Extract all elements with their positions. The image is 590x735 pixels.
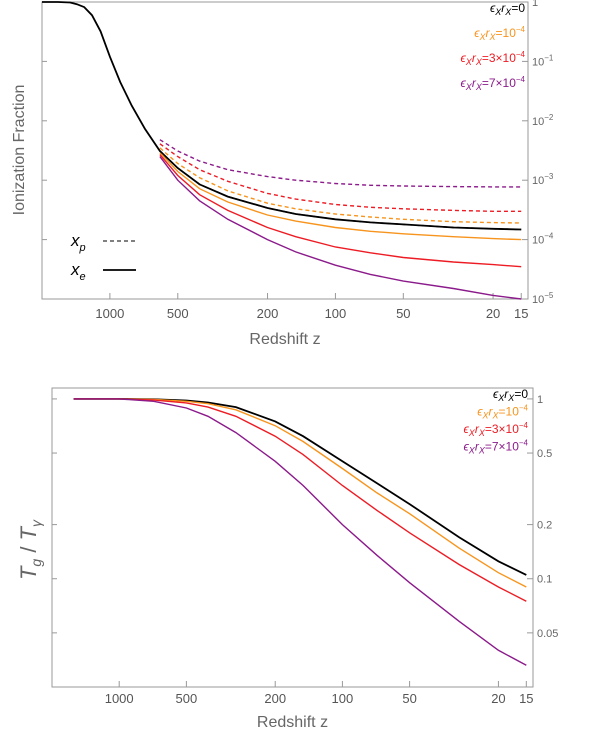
x-tick-label: 200 (257, 306, 279, 321)
y-tick-label: 0.05 (537, 628, 558, 640)
legend-entry: ϵXrX=3×10−4 (464, 421, 529, 438)
series-line-3 (73, 398, 527, 602)
legend-entry: ϵXrX=0 (493, 387, 528, 403)
x-tick-label: 15 (519, 691, 533, 706)
series-line-6 (159, 147, 522, 224)
x-tick-label: 1000 (105, 691, 134, 706)
legend-entry: ϵXrX=3×10−4 (461, 50, 526, 67)
plot-frame (51, 387, 534, 688)
y-tick-label: 0.1 (537, 574, 552, 586)
legend-entry: ϵXrX=7×10−4 (464, 439, 529, 456)
x-axis-label: Redshift z (249, 331, 320, 348)
x-tick-label: 500 (167, 306, 189, 321)
y-tick-label: 0.5 (537, 448, 552, 460)
series-line-7 (159, 143, 522, 212)
y-tick-label: 10−2 (532, 113, 554, 128)
series-line-5 (159, 150, 522, 231)
y-axis-label: Ionization Fraction (11, 85, 28, 216)
chart-2: 1000 500 200 100 50 20 1510.50.20.10.05ϵXrX=0ϵ… (16, 387, 558, 731)
plot-frame (41, 1, 529, 300)
x-tick-label: 50 (402, 691, 416, 706)
x-tick-label: 20 (486, 306, 500, 321)
x-tick-label: 100 (325, 306, 347, 321)
x-tick-label: 15 (514, 306, 528, 321)
y-tick-label: 10−1 (532, 53, 554, 68)
x-tick-label: 100 (332, 691, 354, 706)
series-line-3 (159, 154, 522, 268)
y-tick-label: 10−5 (532, 291, 554, 306)
series-line-1 (73, 398, 527, 576)
series-line-8 (159, 139, 522, 188)
x-axis-label: Redshift z (257, 714, 328, 731)
y-tick-label: 10−4 (532, 232, 554, 247)
series-line-2 (73, 398, 527, 588)
y-axis-label: Tg / Tγ (16, 519, 44, 580)
series-line-2 (159, 152, 522, 241)
legend-entry: ϵXrX=10−4 (477, 404, 528, 421)
series-line-1 (42, 1, 522, 231)
legend-entry: ϵXrX=10−4 (474, 25, 525, 42)
style-legend-label: xe (70, 260, 86, 283)
x-tick-label: 500 (176, 691, 198, 706)
y-tick-label: 10−3 (532, 172, 554, 187)
y-tick-label: 0.2 (537, 520, 552, 532)
chart-1: 1000 500 200 100 50 20 15 1 10−1 10−2 10−3 10−4 10−5… (11, 0, 554, 348)
y-tick-label: 1 (537, 394, 543, 406)
x-tick-label: 200 (264, 691, 286, 706)
y-tick-label: 1 (532, 0, 538, 9)
series-line-4 (159, 156, 522, 300)
legend-entry: ϵXrX=7×10−4 (461, 75, 526, 92)
x-tick-label: 20 (491, 691, 505, 706)
legend-entry: ϵXrX=0 (490, 1, 525, 17)
x-tick-label: 1000 (95, 306, 124, 321)
style-legend-label: xp (70, 231, 86, 254)
x-tick-label: 50 (396, 306, 410, 321)
series-line-4 (73, 398, 527, 666)
